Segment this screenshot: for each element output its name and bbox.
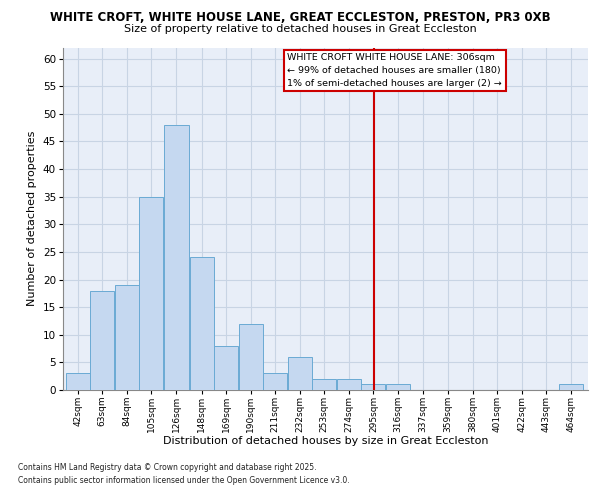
Bar bbox=[288, 357, 312, 390]
X-axis label: Distribution of detached houses by size in Great Eccleston: Distribution of detached houses by size … bbox=[163, 436, 488, 446]
Bar bbox=[190, 258, 214, 390]
Text: WHITE CROFT WHITE HOUSE LANE: 306sqm
← 99% of detached houses are smaller (180)
: WHITE CROFT WHITE HOUSE LANE: 306sqm ← 9… bbox=[287, 53, 502, 88]
Bar bbox=[312, 379, 337, 390]
Bar bbox=[65, 374, 89, 390]
Bar bbox=[559, 384, 583, 390]
Bar bbox=[90, 290, 114, 390]
Bar bbox=[239, 324, 263, 390]
Bar bbox=[139, 196, 163, 390]
Bar bbox=[386, 384, 410, 390]
Text: WHITE CROFT, WHITE HOUSE LANE, GREAT ECCLESTON, PRESTON, PR3 0XB: WHITE CROFT, WHITE HOUSE LANE, GREAT ECC… bbox=[50, 11, 550, 24]
Bar bbox=[263, 374, 287, 390]
Bar bbox=[214, 346, 238, 390]
Bar bbox=[115, 285, 139, 390]
Bar bbox=[337, 379, 361, 390]
Text: Size of property relative to detached houses in Great Eccleston: Size of property relative to detached ho… bbox=[124, 24, 476, 34]
Bar bbox=[164, 125, 189, 390]
Text: Contains public sector information licensed under the Open Government Licence v3: Contains public sector information licen… bbox=[18, 476, 350, 485]
Bar bbox=[361, 384, 385, 390]
Y-axis label: Number of detached properties: Number of detached properties bbox=[27, 131, 37, 306]
Text: Contains HM Land Registry data © Crown copyright and database right 2025.: Contains HM Land Registry data © Crown c… bbox=[18, 462, 317, 471]
